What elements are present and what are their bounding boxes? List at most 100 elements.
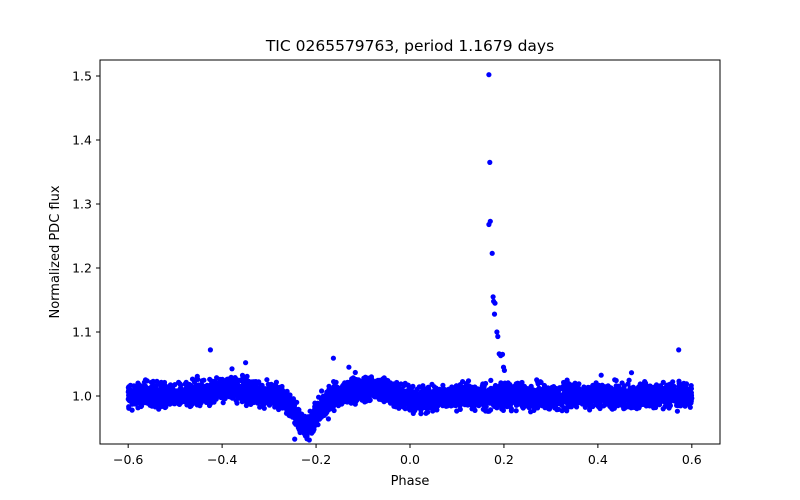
data-point <box>483 404 489 410</box>
data-point <box>665 401 671 407</box>
data-point <box>425 406 431 412</box>
data-point <box>292 436 298 442</box>
data-point <box>491 402 497 408</box>
chart-title: TIC 0265579763, period 1.1679 days <box>265 37 554 55</box>
data-point <box>551 394 557 400</box>
data-point <box>154 378 160 384</box>
data-point <box>201 377 207 383</box>
data-point <box>656 402 663 408</box>
data-point <box>521 383 528 389</box>
data-point <box>125 385 131 391</box>
data-point <box>583 398 590 404</box>
data-point <box>135 405 141 411</box>
data-point <box>229 366 235 372</box>
data-point <box>418 407 424 413</box>
data-point <box>293 407 299 413</box>
data-point <box>481 388 487 394</box>
data-point <box>535 405 541 411</box>
data-point <box>346 381 352 387</box>
data-point <box>508 408 514 414</box>
data-point <box>291 398 297 404</box>
data-point <box>130 388 136 394</box>
data-point <box>338 397 344 403</box>
data-point <box>625 404 631 410</box>
data-point <box>187 403 193 410</box>
data-point <box>239 399 245 405</box>
data-point <box>172 391 178 397</box>
data-point <box>172 382 178 388</box>
data-point <box>431 403 437 409</box>
data-point <box>578 397 584 403</box>
data-point <box>525 389 531 395</box>
data-point <box>319 388 325 394</box>
data-point <box>500 407 506 413</box>
data-points <box>125 72 695 443</box>
data-point <box>162 383 168 389</box>
data-point <box>161 395 167 401</box>
data-point <box>646 389 653 395</box>
data-point <box>148 379 154 385</box>
data-point <box>407 407 413 413</box>
data-point <box>244 373 250 379</box>
data-point <box>488 407 494 413</box>
data-point <box>425 384 431 390</box>
data-point <box>379 397 385 403</box>
data-point <box>387 400 394 406</box>
data-point <box>628 370 635 376</box>
data-point <box>676 402 683 409</box>
data-point <box>430 408 436 414</box>
data-point <box>352 383 358 389</box>
data-point <box>463 384 469 390</box>
data-point <box>475 397 481 403</box>
data-point <box>666 384 672 391</box>
data-point <box>688 392 694 398</box>
data-point <box>243 399 249 405</box>
data-point <box>149 402 155 408</box>
data-point <box>331 403 337 409</box>
data-point <box>453 402 459 409</box>
data-point <box>156 406 162 412</box>
data-point <box>420 383 426 389</box>
data-point <box>157 391 163 397</box>
data-point <box>352 369 358 376</box>
data-point <box>580 393 586 399</box>
data-point <box>569 401 575 408</box>
data-point <box>609 394 616 400</box>
data-point <box>474 400 480 407</box>
data-point <box>522 403 528 409</box>
data-point <box>681 385 687 391</box>
data-point <box>350 378 356 384</box>
data-point <box>177 392 183 398</box>
data-point <box>406 403 412 409</box>
data-point <box>674 408 681 414</box>
data-point <box>176 401 183 407</box>
data-point <box>682 389 689 395</box>
data-point <box>593 402 599 408</box>
data-point <box>324 406 330 412</box>
data-point <box>406 384 413 391</box>
data-point <box>492 384 498 390</box>
data-point <box>419 391 425 397</box>
data-point <box>617 388 623 395</box>
data-point <box>331 407 337 414</box>
data-point <box>449 384 455 390</box>
data-point <box>414 390 421 396</box>
data-point <box>563 386 570 392</box>
data-point <box>595 386 601 392</box>
data-point <box>155 397 162 403</box>
data-point <box>660 390 666 396</box>
data-point <box>614 384 620 390</box>
data-point <box>316 394 322 400</box>
data-point <box>295 424 301 431</box>
data-point <box>332 380 338 386</box>
data-point <box>607 384 613 391</box>
data-point <box>333 389 339 395</box>
data-point <box>310 428 316 434</box>
data-point <box>345 395 351 401</box>
data-point <box>440 382 446 388</box>
data-point <box>286 392 292 398</box>
data-point <box>458 397 464 403</box>
data-point <box>362 379 369 385</box>
data-point <box>507 398 513 404</box>
